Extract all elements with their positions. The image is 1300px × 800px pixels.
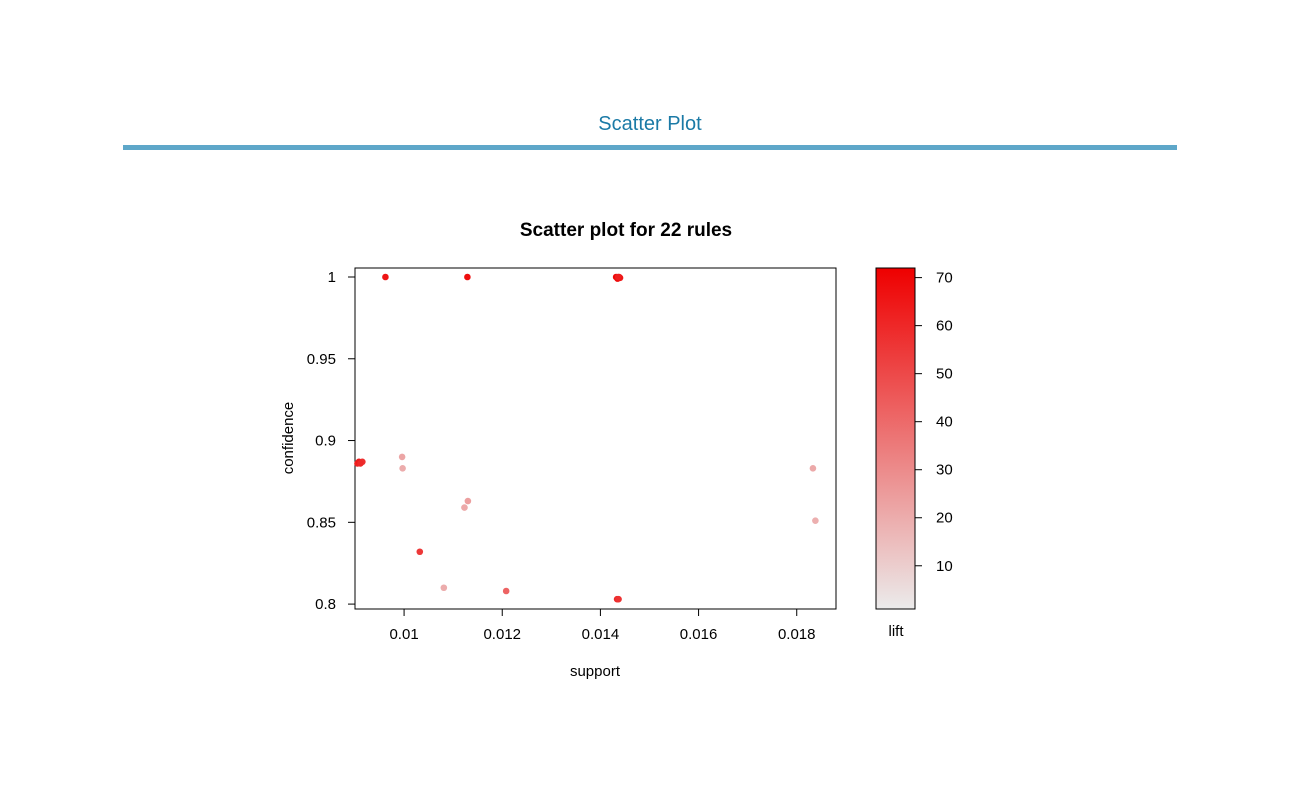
page-title: Scatter Plot [598,113,702,135]
y-tick-label: 0.95 [307,351,336,368]
scatter-point [615,595,622,603]
scatter-point [416,548,424,556]
scatter-point [502,587,510,595]
scatter-point [812,517,819,524]
x-axis: 0.01 0.012 0.014 0.016 0.018 [389,608,816,643]
color-scale-label: lift [889,623,905,640]
scatter-point [399,465,406,472]
scatter-point [357,460,364,467]
color-scale-tick-label: 50 [936,366,953,383]
x-tick-label: 0.012 [483,626,521,643]
x-axis-label: support [570,663,621,680]
y-tick-label: 1 [328,269,336,286]
y-tick-label: 0.85 [307,514,336,531]
scatter-point [461,504,468,511]
scatter-point [464,497,472,505]
scatter-point [382,273,389,281]
color-scale-tick-label: 30 [936,462,953,479]
scatter-point [809,465,817,472]
x-tick-label: 0.014 [582,626,620,643]
plot-frame [354,267,837,610]
color-scale-tick-label: 40 [936,414,953,431]
x-tick-label: 0.018 [778,626,816,643]
color-scale-tick-label: 70 [936,270,953,287]
y-tick-label: 0.8 [315,596,336,613]
x-tick-label: 0.01 [389,626,418,643]
scatter-point [440,584,448,592]
color-scale-bar [875,267,916,610]
y-tick-label: 0.9 [315,433,336,450]
scatter-point [614,273,622,281]
data-points [354,273,819,603]
header-divider [123,145,1177,150]
color-scale-ticks: 10 20 30 40 50 60 70 [915,270,953,575]
y-axis: 0.8 0.85 0.9 0.95 1 [307,269,356,613]
color-scale-tick-label: 10 [936,558,953,575]
scatter-point [464,273,471,281]
x-tick-label: 0.016 [680,626,718,643]
color-scale-tick-label: 60 [936,318,953,335]
scatter-point [398,453,406,461]
color-scale-tick-label: 20 [936,510,953,527]
y-axis-label: confidence [280,402,297,475]
chart-title: Scatter plot for 22 rules [520,220,732,241]
